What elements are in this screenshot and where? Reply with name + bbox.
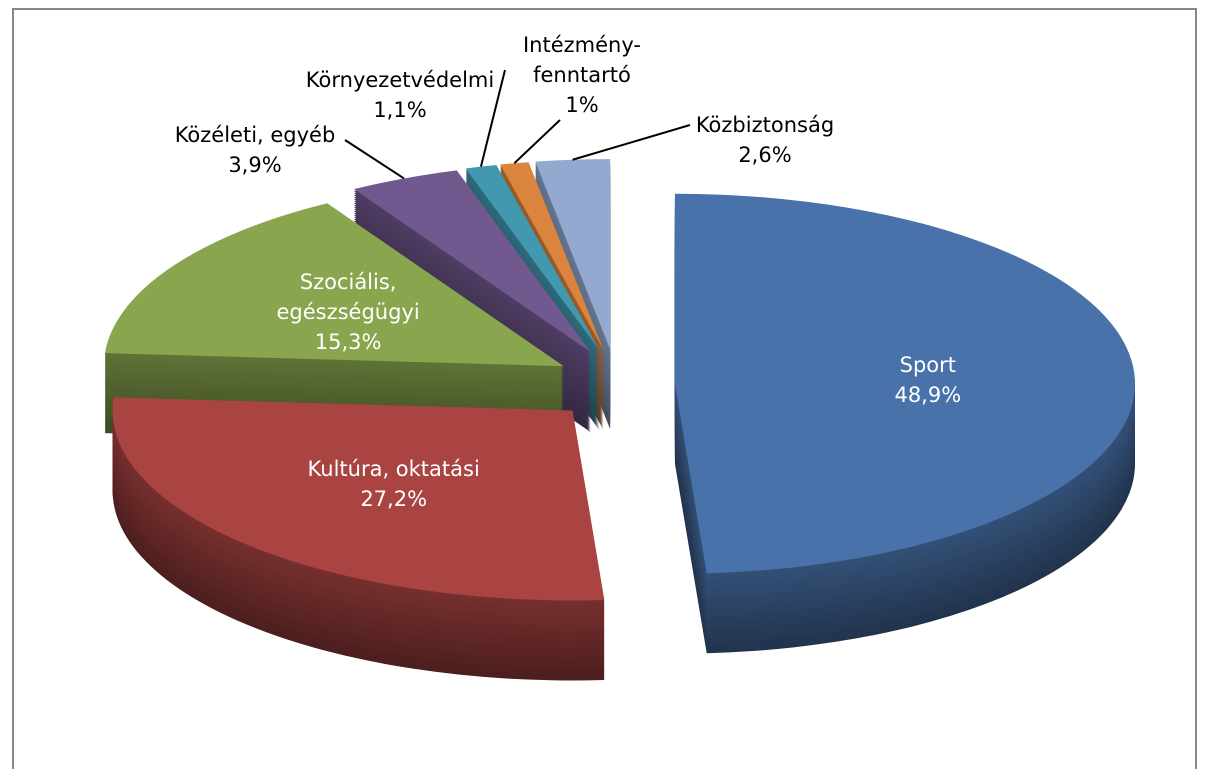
leader-line [572, 124, 691, 161]
slice-label: Közéleti, egyéb 3,9% [125, 120, 385, 180]
category-label: Intézmény-fenntartó [522, 33, 641, 87]
category-label: Környezetvédelmi [305, 68, 495, 92]
slice-label: Közbiztonság 2,6% [635, 110, 895, 170]
slice-side [500, 166, 604, 354]
value-label: 2,6% [738, 143, 792, 167]
value-label: 1% [565, 93, 599, 117]
leader-line [479, 69, 506, 167]
value-label: 27,2% [360, 487, 428, 512]
slice [535, 159, 611, 350]
slice-side [500, 170, 604, 358]
leader-line [513, 119, 561, 164]
slice-label: Szociális, egészségügyi 15,3% [258, 267, 438, 357]
category-label: Kultúra, oktatási [307, 457, 480, 482]
value-label: 3,9% [228, 153, 282, 177]
category-label: Közéleti, egyéb [174, 123, 336, 147]
slice [465, 165, 600, 351]
slice-label: Kultúra, oktatási 27,2% [264, 454, 524, 514]
slice-side [500, 164, 604, 352]
value-label: 48,9% [894, 383, 962, 408]
slice-label: Sport 48,9% [798, 350, 1058, 410]
category-label: Szociális, egészségügyi [276, 269, 420, 324]
slice [674, 193, 1135, 574]
slice-label: Intézmény-fenntartó 1% [517, 30, 647, 120]
chart-frame [12, 8, 1197, 769]
category-label: Sport [899, 353, 956, 378]
slice-side [500, 168, 604, 356]
value-label: 1,1% [373, 98, 427, 122]
slice [500, 162, 604, 350]
category-label: Közbiztonság [695, 113, 835, 137]
value-label: 15,3% [314, 329, 382, 354]
slice [354, 170, 591, 353]
slice [112, 397, 605, 601]
slice [104, 203, 564, 367]
leader-line [344, 139, 405, 180]
slice-label: Környezetvédelmi 1,1% [270, 65, 530, 125]
